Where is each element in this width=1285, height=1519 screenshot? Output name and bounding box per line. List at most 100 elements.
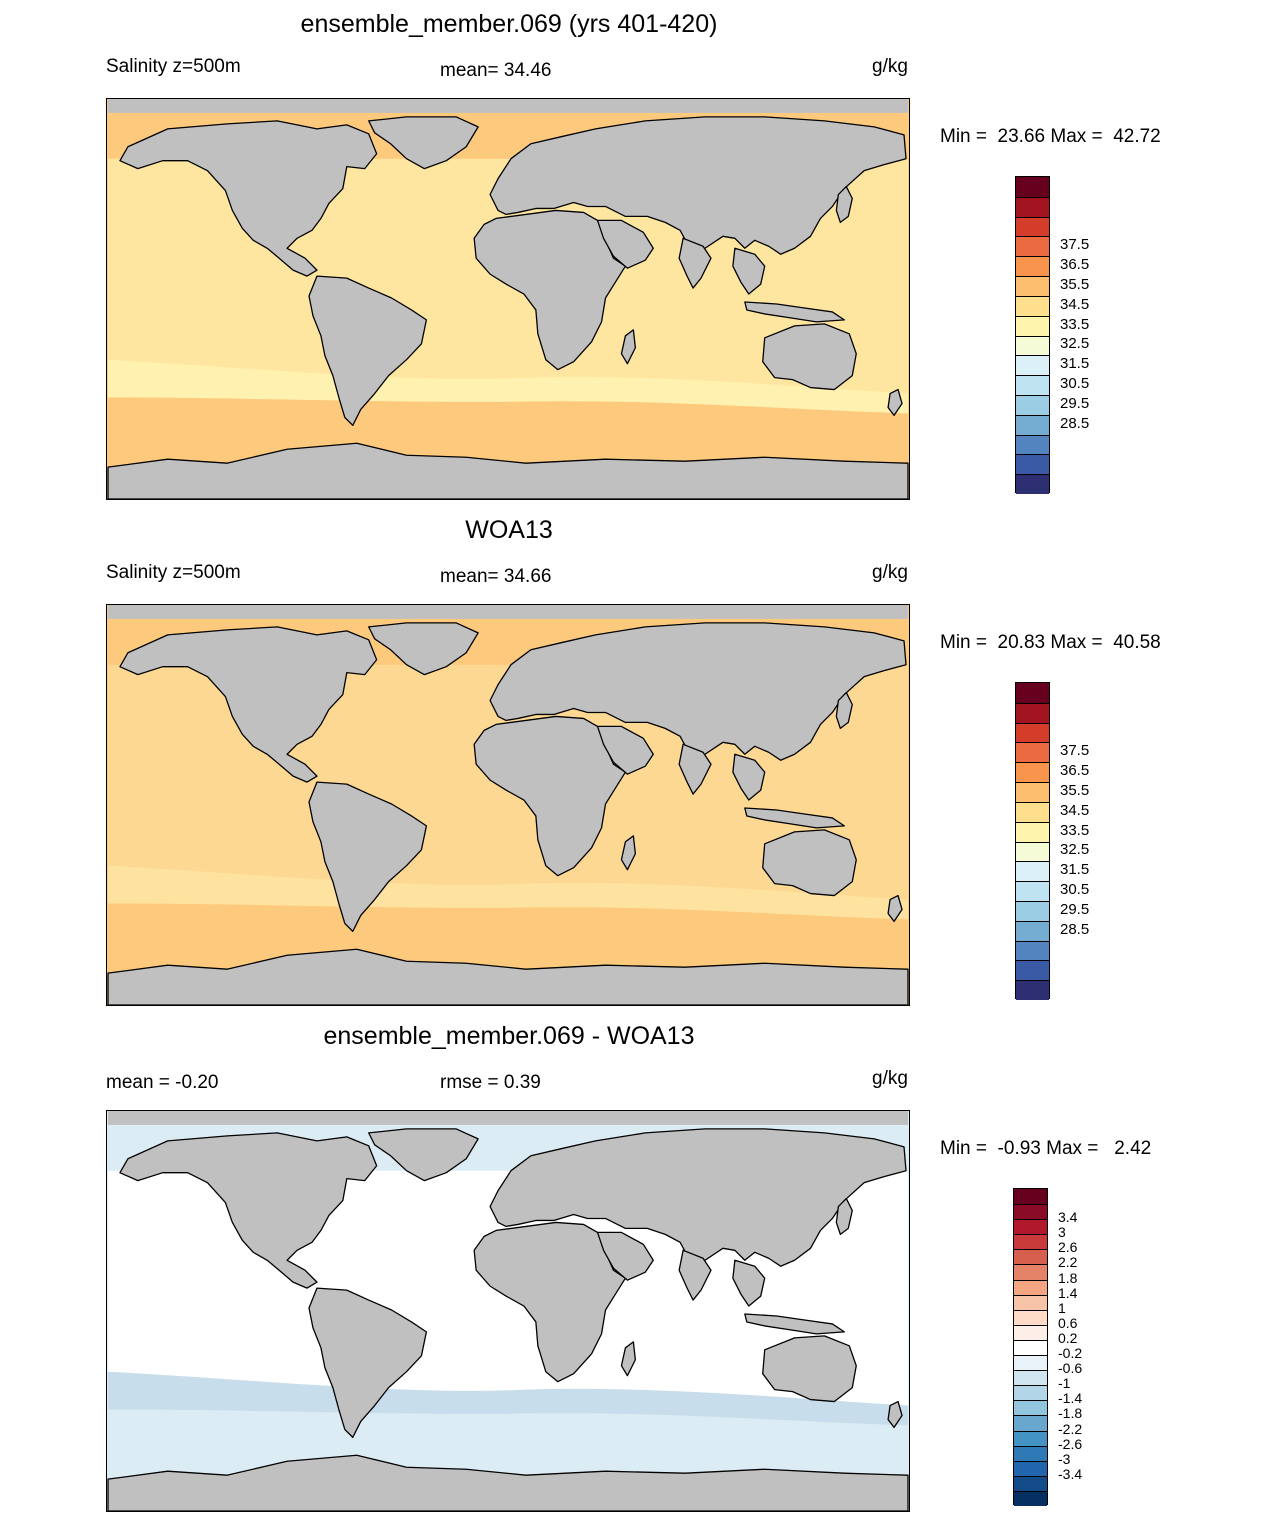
arctic-mask bbox=[108, 1111, 908, 1125]
colorbar-tick-label: 1.8 bbox=[1058, 1269, 1078, 1286]
land-india bbox=[678, 237, 712, 289]
colorbar-segment bbox=[1014, 1264, 1047, 1280]
colorbar bbox=[1015, 176, 1050, 494]
land-japan bbox=[835, 185, 853, 224]
colorbar-segment bbox=[1014, 1324, 1047, 1340]
colorbar-segment bbox=[1014, 1370, 1047, 1386]
land-eurasia bbox=[489, 1128, 907, 1267]
colorbar-tick-label: 33.5 bbox=[1060, 821, 1090, 839]
map-canvas bbox=[107, 605, 909, 1005]
colorbar-tick-label: -2.6 bbox=[1058, 1435, 1083, 1452]
land-indonesia bbox=[744, 301, 845, 323]
land-arabia bbox=[596, 1231, 654, 1281]
land-north-america bbox=[119, 1132, 378, 1289]
mean-label: mean= 34.66 bbox=[440, 566, 552, 587]
colorbar-tick-label: 1.4 bbox=[1058, 1284, 1078, 1301]
colorbar-tick-label: -3.4 bbox=[1058, 1465, 1083, 1482]
units-label: g/kg bbox=[872, 1068, 908, 1089]
land-japan bbox=[835, 691, 853, 730]
colorbar-tick-label: 0.2 bbox=[1058, 1329, 1078, 1346]
land-eurasia bbox=[489, 116, 907, 255]
colorbar-tick-label: 30.5 bbox=[1060, 881, 1090, 899]
colorbar-segment bbox=[1016, 454, 1049, 475]
colorbar-tick-label: 1 bbox=[1058, 1299, 1066, 1316]
colorbar-segment bbox=[1016, 861, 1049, 882]
colorbar-segment bbox=[1014, 1460, 1047, 1476]
colorbar-tick-label: -1.8 bbox=[1058, 1405, 1083, 1422]
colorbar-tick-label: 3.4 bbox=[1058, 1209, 1078, 1226]
colorbar-segment bbox=[1016, 315, 1049, 336]
field-label: Salinity z=500m bbox=[106, 56, 241, 77]
land-arabia bbox=[596, 725, 654, 775]
colorbar-tick-label: -0.2 bbox=[1058, 1345, 1083, 1362]
colorbar-segment bbox=[1014, 1189, 1047, 1205]
colorbar-tick-label: -3 bbox=[1058, 1450, 1071, 1467]
colorbar-segment bbox=[1016, 940, 1049, 961]
colorbar-tick-label: 34.5 bbox=[1060, 801, 1090, 819]
colorbar-segment bbox=[1014, 1445, 1047, 1461]
colorbar-segment bbox=[1014, 1490, 1047, 1506]
land-india bbox=[678, 1249, 712, 1301]
arctic-mask bbox=[108, 99, 908, 113]
colorbar-segment bbox=[1016, 236, 1049, 257]
land-mask bbox=[107, 116, 909, 499]
colorbar-tick-label: 32.5 bbox=[1060, 841, 1090, 859]
land-antarctica bbox=[107, 1454, 909, 1511]
colorbar-segment bbox=[1016, 742, 1049, 763]
colorbar-tick-label: 2.6 bbox=[1058, 1239, 1078, 1256]
min-max-label: Min = 20.83 Max = 40.58 bbox=[940, 632, 1161, 653]
colorbar-tick-label: -1.4 bbox=[1058, 1390, 1083, 1407]
colorbar-segment bbox=[1016, 980, 1049, 1000]
colorbar-segment bbox=[1016, 702, 1049, 723]
panel-title: ensemble_member.069 - WOA13 bbox=[323, 1022, 695, 1050]
colorbar-segment bbox=[1016, 801, 1049, 822]
colorbar bbox=[1015, 682, 1050, 1000]
colorbar-segment bbox=[1016, 900, 1049, 921]
colorbar-segment bbox=[1016, 177, 1049, 197]
land-se-asia bbox=[732, 753, 766, 801]
min-max-label: Min = -0.93 Max = 2.42 bbox=[940, 1138, 1152, 1159]
land-eurasia bbox=[489, 622, 907, 761]
colorbar-segment bbox=[1016, 960, 1049, 981]
colorbar-segment bbox=[1014, 1204, 1047, 1220]
salinity-map bbox=[106, 98, 910, 500]
land-antarctica bbox=[107, 442, 909, 499]
land-antarctica bbox=[107, 948, 909, 1005]
land-mask bbox=[107, 622, 909, 1005]
colorbar-segment bbox=[1016, 295, 1049, 316]
land-greenland bbox=[368, 116, 479, 170]
colorbar-tick-label: 36.5 bbox=[1060, 762, 1090, 780]
colorbar-tick-label: 32.5 bbox=[1060, 335, 1090, 353]
colorbar-segment bbox=[1014, 1309, 1047, 1325]
colorbar-tick-label: 2.2 bbox=[1058, 1254, 1078, 1271]
colorbar-segment bbox=[1016, 920, 1049, 941]
colorbar-segment bbox=[1016, 414, 1049, 435]
land-australia bbox=[762, 323, 857, 391]
colorbar-segment bbox=[1016, 762, 1049, 783]
colorbar-segment bbox=[1014, 1385, 1047, 1401]
colorbar-segment bbox=[1016, 394, 1049, 415]
min-max-label: Min = 23.66 Max = 42.72 bbox=[940, 126, 1161, 147]
land-greenland bbox=[368, 1128, 479, 1182]
land-north-america bbox=[119, 120, 378, 277]
colorbar-segment bbox=[1016, 683, 1049, 703]
land-arabia bbox=[596, 219, 654, 269]
units-label: g/kg bbox=[872, 56, 908, 77]
colorbar-tick-label: 35.5 bbox=[1060, 781, 1090, 799]
colorbar bbox=[1013, 1188, 1048, 1506]
land-mask bbox=[107, 1128, 909, 1511]
colorbar-segment bbox=[1014, 1355, 1047, 1371]
land-australia bbox=[762, 829, 857, 897]
colorbar-segment bbox=[1014, 1430, 1047, 1446]
colorbar-segment bbox=[1014, 1339, 1047, 1356]
land-nz bbox=[887, 388, 903, 417]
land-africa bbox=[473, 715, 627, 877]
colorbar-segment bbox=[1016, 474, 1049, 494]
land-madagascar bbox=[620, 835, 637, 871]
colorbar-tick-label: -0.6 bbox=[1058, 1360, 1083, 1377]
land-nz bbox=[887, 1400, 903, 1429]
colorbar-segment bbox=[1014, 1294, 1047, 1310]
colorbar-tick-label: 35.5 bbox=[1060, 275, 1090, 293]
colorbar-segment bbox=[1016, 375, 1049, 395]
colorbar-tick-label: 3 bbox=[1058, 1224, 1066, 1241]
